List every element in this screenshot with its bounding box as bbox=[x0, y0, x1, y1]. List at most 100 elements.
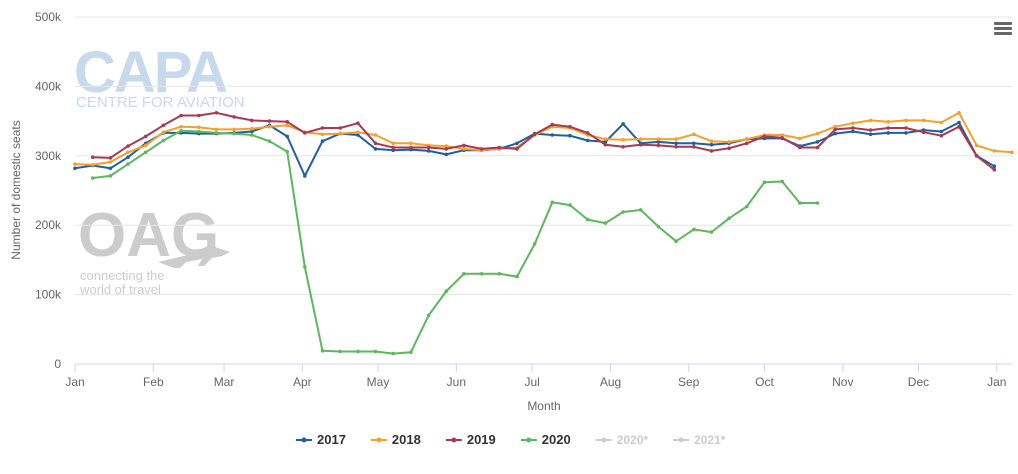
data-point bbox=[656, 143, 661, 148]
data-point bbox=[638, 137, 643, 141]
series-2018[interactable] bbox=[73, 111, 1014, 167]
legend-item-2020*[interactable]: 2020* bbox=[595, 433, 649, 447]
data-point bbox=[851, 129, 855, 134]
series-2019[interactable] bbox=[90, 111, 997, 172]
data-point bbox=[638, 208, 643, 212]
data-point bbox=[462, 143, 466, 148]
x-tick-label: Aug bbox=[600, 375, 621, 389]
data-point bbox=[197, 125, 201, 130]
data-point bbox=[391, 145, 396, 150]
data-point bbox=[674, 137, 678, 141]
data-point bbox=[868, 132, 873, 137]
legend-label: 2017 bbox=[317, 432, 346, 447]
x-axis: Jan Feb Mar Apr May Jun Jul Aug Sep Oct Nov Dec Jan bbox=[65, 363, 1012, 389]
legend-item-2020[interactable]: 2020 bbox=[520, 432, 571, 447]
capa-watermark: CAPA CENTRE FOR AVIATION bbox=[74, 40, 245, 111]
data-point bbox=[73, 166, 77, 171]
x-tick-label: Jul bbox=[525, 375, 540, 389]
data-point bbox=[692, 227, 696, 232]
data-point bbox=[303, 174, 307, 178]
legend-marker-symbol bbox=[451, 437, 457, 443]
data-point bbox=[497, 272, 502, 276]
data-point bbox=[108, 166, 113, 171]
data-point bbox=[126, 150, 130, 155]
data-point bbox=[939, 120, 944, 125]
data-point bbox=[815, 145, 820, 150]
data-point bbox=[727, 216, 731, 221]
series-line-2020 bbox=[92, 129, 818, 355]
data-point bbox=[851, 126, 855, 130]
series-line-2019 bbox=[92, 111, 995, 171]
data-point bbox=[603, 137, 608, 141]
data-point bbox=[798, 201, 802, 205]
x-tick-label: Nov bbox=[832, 375, 853, 389]
data-point bbox=[992, 149, 997, 153]
data-point bbox=[320, 126, 325, 130]
x-tick-label: Mar bbox=[214, 375, 235, 389]
data-point bbox=[692, 132, 696, 137]
data-point bbox=[214, 131, 219, 135]
data-point bbox=[692, 141, 696, 146]
data-point bbox=[197, 129, 201, 134]
legend-item-2019[interactable]: 2019 bbox=[445, 432, 496, 447]
data-point bbox=[904, 118, 908, 123]
data-point bbox=[391, 148, 396, 152]
oag-watermark: OAG connecting the world of travel bbox=[78, 201, 230, 297]
data-point bbox=[73, 162, 77, 166]
y-tick-label: 100k bbox=[35, 288, 62, 302]
data-point bbox=[1010, 150, 1014, 155]
data-point bbox=[585, 138, 590, 143]
x-tick-label: Sep bbox=[678, 375, 700, 389]
data-point bbox=[214, 127, 219, 132]
data-point bbox=[851, 121, 855, 125]
legend-label: 2018 bbox=[392, 432, 421, 447]
data-point bbox=[709, 139, 714, 143]
data-point bbox=[568, 203, 572, 207]
data-point bbox=[90, 163, 95, 167]
legend-item-2018[interactable]: 2018 bbox=[370, 432, 421, 447]
hamburger-menu-icon[interactable] bbox=[994, 22, 1012, 35]
data-point bbox=[179, 124, 183, 129]
data-point bbox=[974, 154, 979, 158]
data-point bbox=[285, 149, 290, 154]
data-point bbox=[373, 349, 378, 354]
data-point bbox=[656, 140, 661, 144]
data-point bbox=[462, 147, 466, 151]
series-2020[interactable] bbox=[90, 129, 820, 356]
legend-item-2017[interactable]: 2017 bbox=[296, 432, 346, 447]
data-point bbox=[550, 122, 555, 127]
capa-logo-text: CAPA bbox=[74, 40, 227, 105]
data-point bbox=[727, 146, 731, 150]
legend-label: 2020* bbox=[617, 433, 649, 447]
data-point bbox=[674, 239, 678, 243]
data-point bbox=[762, 180, 767, 184]
data-point bbox=[674, 141, 678, 146]
data-point bbox=[638, 142, 643, 147]
data-point bbox=[939, 133, 944, 138]
data-point bbox=[285, 134, 290, 139]
data-point bbox=[444, 144, 449, 148]
data-point bbox=[550, 200, 555, 205]
data-point bbox=[356, 121, 360, 125]
data-point bbox=[585, 131, 590, 135]
y-tick-label: 400k bbox=[35, 79, 62, 93]
x-tick-label: Jan bbox=[987, 375, 1006, 389]
data-point bbox=[621, 210, 625, 214]
legend-marker-symbol bbox=[376, 437, 382, 443]
data-point bbox=[904, 126, 908, 130]
x-tick-label: Jun bbox=[447, 375, 466, 389]
data-point bbox=[886, 131, 890, 135]
data-point bbox=[603, 221, 608, 225]
data-point bbox=[815, 201, 820, 205]
legend-label: 2020 bbox=[542, 432, 571, 447]
data-point bbox=[267, 119, 272, 123]
legend-marker-symbol bbox=[526, 437, 532, 443]
data-point bbox=[921, 130, 926, 134]
legend-label: 2021* bbox=[694, 433, 726, 447]
data-point bbox=[532, 242, 537, 246]
series-line-2017 bbox=[74, 121, 995, 177]
data-point bbox=[391, 351, 396, 356]
legend-item-2021*[interactable]: 2021* bbox=[673, 433, 726, 447]
data-point bbox=[745, 204, 749, 209]
